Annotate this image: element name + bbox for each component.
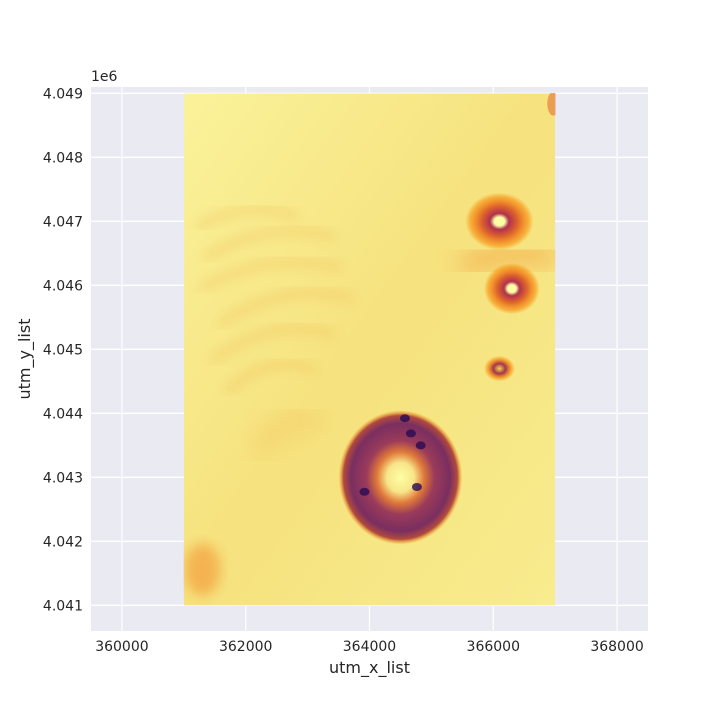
terrain-hotspot (547, 93, 556, 116)
terrain-streak (218, 291, 353, 326)
terrain-hotspot (184, 543, 221, 596)
x-tick-label: 368000 (590, 639, 643, 655)
y-tick-label: 4.048 (43, 150, 83, 166)
y-tick-label: 4.046 (43, 278, 83, 294)
y-tick-label: 4.042 (43, 534, 83, 550)
x-axis-ticks: 360000 362000 364000 366000 368000 (95, 639, 644, 655)
y-axis-label: utm_y_list (15, 319, 35, 400)
heatmap-crater (483, 355, 515, 382)
terrain-streak (200, 259, 342, 290)
heatmap-peak (411, 483, 422, 491)
terrain-texture (184, 93, 556, 596)
y-tick-label: 4.049 (43, 86, 83, 102)
heatmap-peak (359, 487, 370, 496)
heatmap-crater (483, 263, 540, 315)
terrain-streak (204, 229, 335, 260)
terrain-streak (457, 244, 556, 276)
heatmap-crater (338, 410, 463, 545)
x-tick-label: 366000 (467, 639, 520, 655)
y-tick-label: 4.041 (43, 598, 83, 614)
x-tick-label: 362000 (219, 639, 272, 655)
y-axis-offset-text: 1e6 (91, 69, 118, 85)
heatmap-crater (465, 192, 534, 251)
y-tick-label: 4.045 (43, 342, 83, 358)
heatmap-image (183, 93, 556, 606)
terrain-streak (196, 207, 298, 229)
x-tick-label: 360000 (95, 639, 148, 655)
heatmap-peak (415, 441, 426, 450)
x-tick-label: 364000 (343, 639, 396, 655)
terrain-streak (211, 326, 335, 362)
y-tick-label: 4.043 (43, 470, 83, 486)
y-tick-label: 4.044 (43, 406, 83, 422)
heatmap-peak (399, 414, 410, 423)
heatmap-peak (405, 429, 416, 438)
y-tick-label: 4.047 (43, 214, 83, 230)
y-axis-ticks: 4.041 4.042 4.043 4.044 4.045 4.046 4.047 4.048… (43, 86, 83, 614)
terrain-streak (226, 362, 316, 393)
terrain-streak (253, 414, 319, 455)
x-axis-label: utm_x_list (329, 658, 410, 678)
